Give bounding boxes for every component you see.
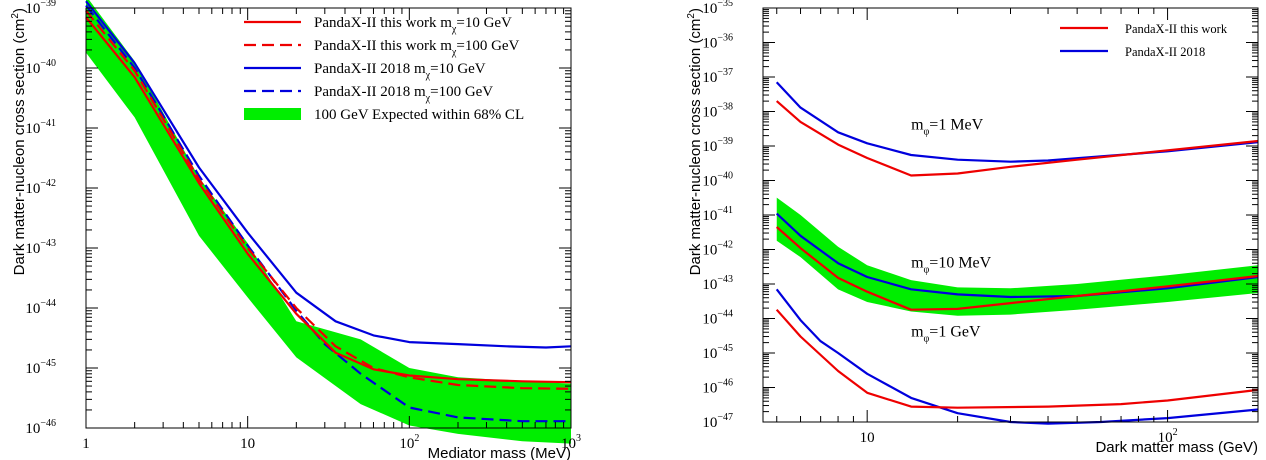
x-tick-label: 10 [860,430,875,446]
legend-label: PandaX-II 2018 mχ=10 GeV [314,61,486,81]
y-tick-label: 10−44 [25,298,56,317]
y-tick-label: 10−44 [702,309,733,328]
y-tick-label: 10−41 [25,118,56,137]
y-tick-label: 10−37 [702,67,733,86]
legend-label: PandaX-II 2018 [1125,45,1205,59]
series-line-1 [85,4,571,423]
y-tick-label: 10−38 [702,102,733,121]
x-axis-title: Dark matter mass (GeV) [1095,439,1258,456]
legend-label: 100 GeV Expected within 68% CL [314,107,524,123]
y-tick-label: 10−35 [702,0,733,17]
annotation-label: mφ=1 MeV [911,117,984,138]
legend-label: PandaX-II 2018 mχ=100 GeV [314,84,493,104]
y-axis-title: Dark matter-nucleon cross section (cm2) [10,8,28,275]
series-line-3 [775,226,1259,311]
y-tick-label: 10−45 [25,358,56,377]
annotation-label: mφ=1 GeV [911,324,981,345]
annotation-label: mφ=10 MeV [911,255,992,276]
expected-band-0 [86,0,571,444]
left-chart-panel: 10−46 10−45 10−44 10−43 10−42 10−41 10−40 10−39… [10,0,581,460]
y-tick-label: 10−39 [25,0,56,17]
x-tick-label: 102 [399,433,419,452]
y-tick-label: 10−47 [702,412,733,431]
y-tick-label: 10−40 [25,58,56,77]
y-tick-label: 10−39 [702,136,733,155]
legend-label: PandaX-II this work mχ=10 GeV [314,15,512,35]
y-tick-label: 10−43 [25,238,56,257]
y-tick-label: 10−36 [702,33,733,52]
expected-band-0 [776,197,1258,316]
plot-frame [762,7,1259,423]
y-tick-label: 10−43 [702,274,733,293]
x-tick-label: 103 [561,433,581,452]
legend-swatch [244,108,301,120]
y-tick-label: 10−46 [702,378,733,397]
y-tick-label: 10−45 [702,343,733,362]
y-tick-label: 10−40 [702,171,733,190]
y-axis-title: Dark matter-nucleon cross section (cm2) [686,8,704,275]
y-tick-label: 10−42 [702,240,733,259]
right-chart-panel: 10−47 10−46 10−45 10−44 10−43 10−42 10−41 10−40… [686,0,1259,456]
series-line-4 [775,288,1259,425]
y-tick-label: 10−41 [702,205,733,224]
x-axis-title: Mediator mass (MeV) [428,445,571,460]
series-line-3 [85,10,572,390]
x-tick-label: 102 [1158,427,1178,446]
y-tick-label: 10−46 [25,418,56,437]
series-line-5 [775,308,1259,409]
series-line-1 [775,100,1259,177]
legend-label: PandaX-II this work mχ=100 GeV [314,38,520,58]
plot-frame [85,7,572,429]
legend-label: PandaX-II this work [1125,22,1228,36]
y-tick-label: 10−42 [25,178,56,197]
x-tick-label: 10 [240,436,255,452]
series-line-0 [85,0,572,349]
x-tick-label: 1 [82,436,90,452]
series-line-2 [85,16,572,384]
